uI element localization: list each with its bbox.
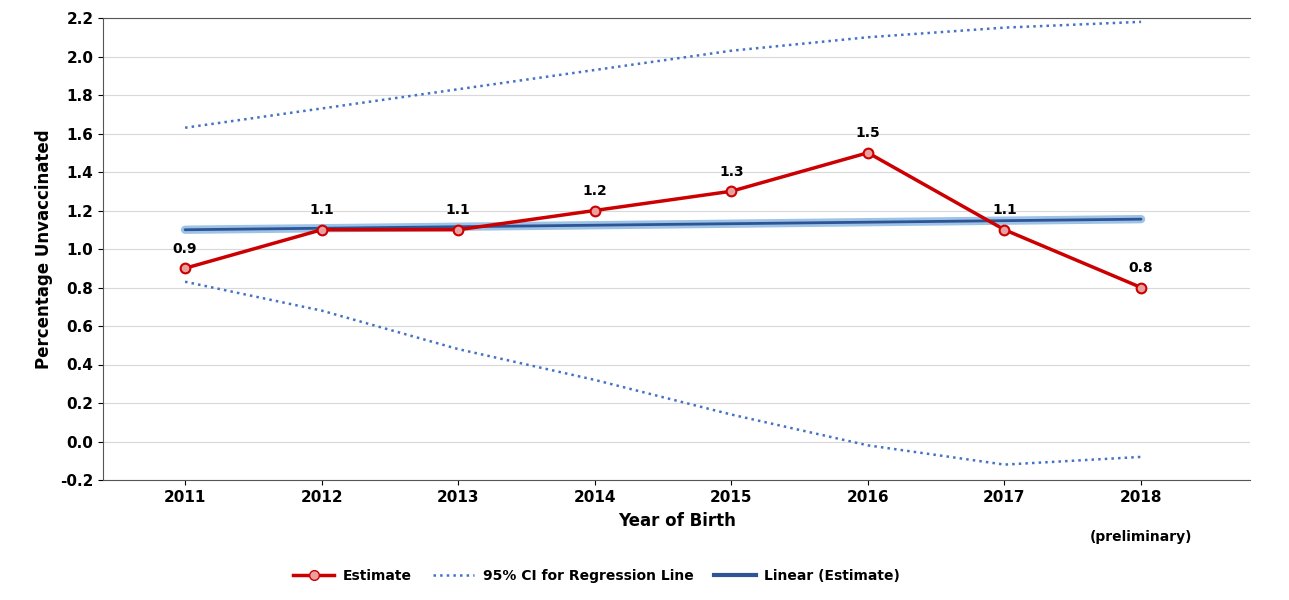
- Text: 1.1: 1.1: [446, 203, 470, 217]
- Text: 1.1: 1.1: [993, 203, 1017, 217]
- Text: 0.9: 0.9: [173, 242, 197, 256]
- Text: 1.3: 1.3: [719, 165, 744, 179]
- Text: 1.1: 1.1: [309, 203, 334, 217]
- Y-axis label: Percentage Unvaccinated: Percentage Unvaccinated: [35, 129, 53, 369]
- Text: (preliminary): (preliminary): [1089, 530, 1192, 544]
- X-axis label: Year of Birth: Year of Birth: [617, 512, 736, 530]
- Legend: Estimate, 95% CI for Regression Line, Linear (Estimate): Estimate, 95% CI for Regression Line, Li…: [287, 563, 906, 589]
- Text: 1.2: 1.2: [583, 184, 607, 198]
- Text: 0.8: 0.8: [1129, 261, 1154, 275]
- Text: 1.5: 1.5: [856, 126, 880, 140]
